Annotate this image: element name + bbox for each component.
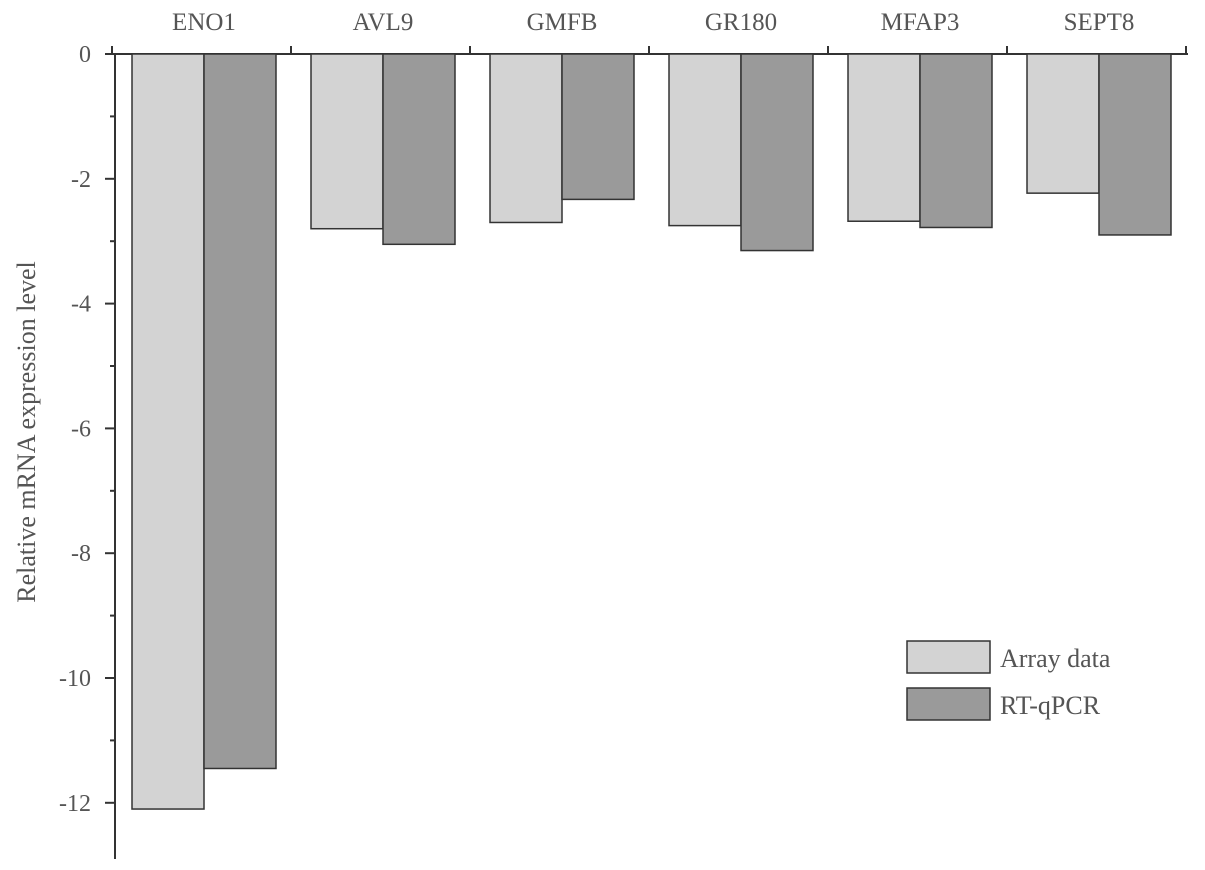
bar-gmfb-array-data [489,53,563,224]
x-tick-label: MFAP3 [881,9,960,36]
y-tick-label: -2 [71,167,91,193]
axes [111,46,1188,859]
bar-sept8-rt-qpcr [1098,53,1172,236]
legend: Array data RT-qPCR [906,640,1111,721]
y-axis-title: Relative mRNA expression level [12,261,41,603]
y-tick-label: -6 [71,416,91,442]
y-tick-label: -12 [59,791,91,817]
y-tick-label: -4 [71,292,91,318]
x-tick-label: AVL9 [353,9,414,36]
x-tick-label: GR180 [705,9,777,36]
category-labels: ENO1 AVL9 GMFB GR180 MFAP3 SEPT8 [172,9,1134,36]
x-tick-label: GMFB [527,9,598,36]
y-tick-label: -8 [71,541,91,567]
legend-label: Array data [1000,644,1111,673]
bar-eno1-rt-qpcr [203,53,277,770]
bar-gr180-array-data [668,53,742,227]
legend-swatch [906,687,991,721]
y-tick-label: 0 [79,42,91,68]
bar-avl9-array-data [310,53,384,230]
x-tick-label: SEPT8 [1064,9,1135,36]
bar-mfap3-array-data [847,53,921,222]
bar-mfap3-rt-qpcr [919,53,993,229]
y-ticks: 0 -2 -4 -6 -8 -10 -12 [59,42,115,817]
bar-avl9-rt-qpcr [382,53,456,246]
legend-label: RT-qPCR [1000,691,1101,720]
bars [131,53,1172,810]
bar-gmfb-rt-qpcr [561,53,635,201]
x-tick-label: ENO1 [172,9,236,36]
bar-sept8-array-data [1026,53,1100,194]
bar-gr180-rt-qpcr [740,53,814,252]
bar-eno1-array-data [131,53,205,810]
y-tick-label: -10 [59,666,91,692]
legend-swatch [906,640,991,674]
